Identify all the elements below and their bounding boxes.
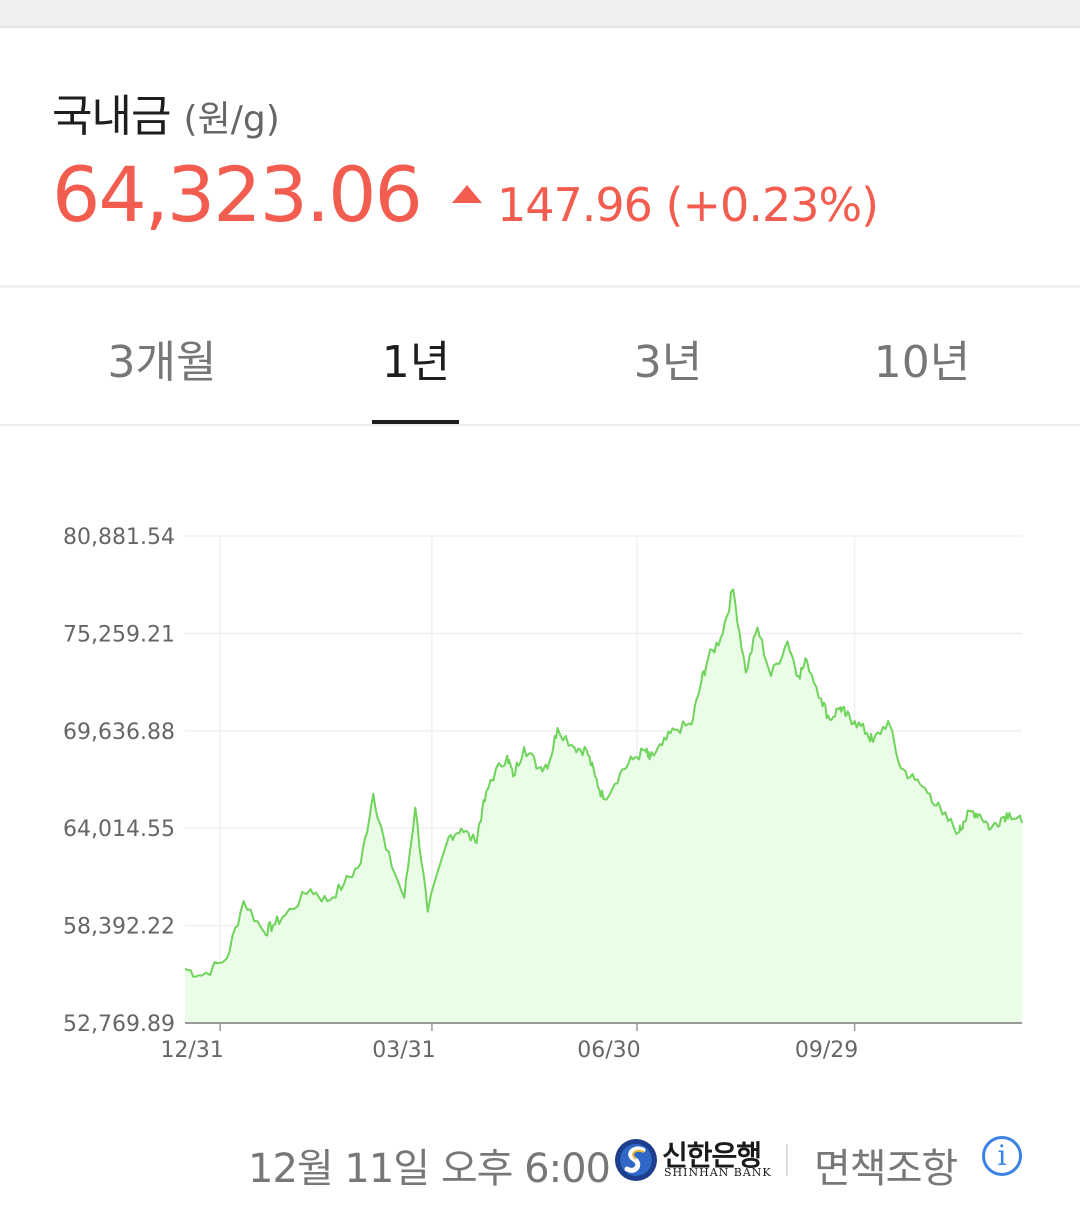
- price-line: [184, 588, 1023, 978]
- price-row: 64,323.06 147.96 (+0.23%): [52, 150, 879, 239]
- up-arrow-icon: [451, 185, 482, 203]
- timestamp: 12월 11일 오후 6:00: [248, 1146, 611, 1192]
- y-tick-label: 64,014.55: [63, 817, 175, 842]
- top-bar: [0, 0, 1080, 28]
- tab-3-months[interactable]: 3개월: [107, 337, 217, 388]
- price-change: 147.96 (+0.23%): [496, 178, 879, 232]
- y-tick-label: 69,636.88: [63, 720, 175, 745]
- y-tick-label: 80,881.54: [63, 525, 175, 550]
- bank-name-en: SHINHAN BANK: [664, 1166, 772, 1179]
- shinhan-bank-logo-icon: [615, 1139, 657, 1181]
- x-tick-label: 09/29: [795, 1038, 858, 1063]
- tab-10-years[interactable]: 10년: [873, 337, 971, 388]
- info-icon[interactable]: i: [982, 1136, 1022, 1176]
- tab-1-year[interactable]: 1년: [381, 337, 451, 388]
- tab-3-years[interactable]: 3년: [633, 337, 703, 388]
- y-tick-label: 52,769.89: [63, 1012, 175, 1037]
- footer-divider: [786, 1144, 788, 1176]
- x-tick-label: 12/31: [160, 1038, 223, 1063]
- header: 국내금 (원/g): [52, 80, 280, 144]
- y-tick-label: 58,392.22: [63, 915, 175, 940]
- page-title: 국내금: [52, 91, 171, 142]
- bank-name: 신한은행: [662, 1139, 762, 1172]
- footer: 12월 11일 오후 6:00 신한은행 SHINHAN BANK 면책조항 i: [0, 1130, 1080, 1192]
- divider: [0, 285, 1080, 288]
- x-tick-label: 03/31: [372, 1038, 435, 1063]
- x-tick-label: 06/30: [577, 1038, 640, 1063]
- y-tick-label: 75,259.21: [63, 622, 175, 647]
- price-chart: 80,881.54 75,259.21 69,636.88 64,014.55 58,3…: [63, 525, 1023, 1063]
- period-tabs: 3개월 1년 3년 10년: [0, 288, 1080, 426]
- current-price: 64,323.06: [52, 150, 423, 239]
- price-area-fill: [185, 589, 1022, 1023]
- unit-label: (원/g): [183, 99, 280, 140]
- active-tab-indicator: [372, 420, 459, 424]
- disclaimer-link[interactable]: 면책조항: [814, 1146, 958, 1192]
